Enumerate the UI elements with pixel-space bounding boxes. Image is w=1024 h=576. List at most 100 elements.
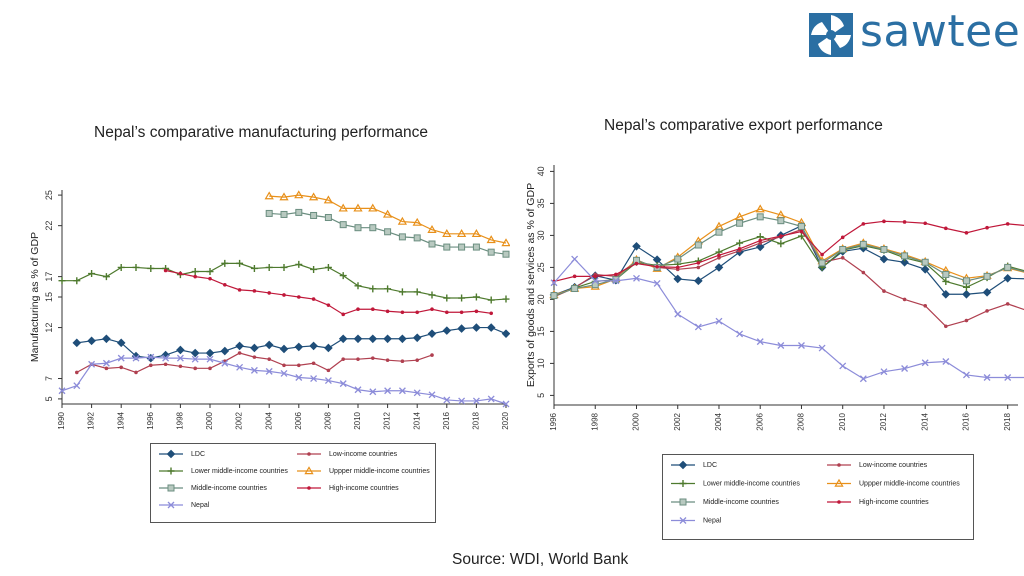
- data-point: [265, 263, 273, 271]
- data-point: [944, 324, 948, 329]
- data-point: [901, 365, 909, 372]
- data-point: [471, 229, 482, 238]
- data-point: [267, 291, 271, 295]
- y-axis-label: Exports of goods and services as % of GD…: [525, 183, 537, 387]
- data-point: [900, 257, 909, 267]
- data-point: [694, 241, 702, 249]
- x-tick-label: 2006: [755, 412, 764, 430]
- data-point: [486, 235, 496, 244]
- data-point: [489, 311, 494, 316]
- legend-label: Lower middle-income countries: [703, 480, 800, 487]
- data-point: [442, 326, 452, 335]
- data-point: [162, 354, 170, 362]
- data-point: [384, 228, 392, 236]
- data-point: [191, 268, 199, 276]
- x-tick-label: 2006: [294, 411, 303, 429]
- data-point: [308, 192, 319, 201]
- data-point: [369, 285, 377, 293]
- x-tick-label: 1992: [87, 411, 96, 429]
- data-point: [385, 358, 390, 362]
- series-lower-middle-income-countries: [550, 232, 1024, 300]
- y-tick-label: 25: [44, 190, 54, 200]
- legend-marker: [167, 484, 175, 492]
- data-point: [193, 366, 197, 371]
- data-point: [413, 288, 421, 296]
- data-point: [353, 334, 363, 344]
- data-point: [880, 368, 888, 376]
- x-tick-label: 2014: [412, 411, 421, 429]
- series-line: [553, 208, 1024, 296]
- data-point: [941, 289, 951, 299]
- data-point: [1005, 302, 1010, 306]
- data-point: [339, 221, 347, 229]
- data-point: [777, 217, 785, 225]
- y-tick-label: 12: [44, 323, 54, 333]
- data-point: [982, 288, 992, 297]
- data-point: [250, 366, 258, 374]
- data-point: [223, 282, 227, 287]
- data-point: [487, 296, 495, 304]
- legend-marker: [167, 501, 175, 509]
- data-point: [119, 365, 123, 370]
- data-point: [237, 288, 242, 292]
- x-tick-label: 1996: [549, 412, 558, 430]
- x-tick-label: 2010: [838, 412, 847, 430]
- data-point: [923, 221, 927, 226]
- data-point: [193, 274, 197, 279]
- series-high-income-countries: [163, 268, 494, 317]
- series-low-income-countries: [552, 227, 1024, 329]
- legend-item: Lower middle-income countries: [159, 467, 288, 475]
- data-point: [694, 276, 703, 286]
- data-point: [400, 310, 405, 315]
- y-tick-label: 17: [44, 272, 54, 282]
- data-point: [472, 397, 480, 405]
- data-point: [985, 225, 989, 230]
- series-low-income-countries: [75, 351, 434, 375]
- data-point: [279, 192, 289, 201]
- data-point: [265, 209, 273, 217]
- legend-item: Middle-income countries: [159, 484, 267, 492]
- data-point: [1003, 273, 1012, 283]
- data-point: [297, 295, 301, 299]
- data-point: [502, 295, 510, 303]
- data-point: [279, 344, 289, 354]
- data-point: [839, 362, 847, 370]
- legend-marker: [304, 466, 314, 475]
- data-point: [632, 241, 641, 251]
- series-nepal: [550, 255, 1024, 383]
- data-point: [235, 341, 244, 351]
- data-point: [840, 235, 845, 240]
- data-point: [356, 357, 360, 361]
- data-point: [428, 391, 436, 399]
- data-point: [149, 363, 153, 368]
- data-point: [221, 259, 229, 267]
- data-point: [280, 210, 288, 218]
- data-point: [715, 228, 723, 236]
- data-point: [58, 387, 66, 395]
- data-point: [88, 270, 96, 278]
- data-point: [861, 270, 866, 275]
- data-point: [818, 344, 826, 352]
- data-point: [633, 274, 640, 282]
- data-point: [132, 354, 140, 362]
- right-chart-title: Nepal’s comparative export performance: [604, 117, 883, 134]
- y-tick-label: 10: [536, 358, 546, 368]
- data-point: [985, 309, 989, 313]
- series-lower-middle-income-countries: [58, 259, 510, 304]
- x-tick-label: 2000: [632, 412, 641, 430]
- legend-label: High-income countries: [329, 485, 399, 492]
- left-chart-title: Nepal’s comparative manufacturing perfor…: [94, 124, 428, 141]
- series-line: [165, 269, 492, 315]
- x-tick-label: 2008: [797, 412, 806, 430]
- data-point: [501, 329, 511, 338]
- data-point: [443, 294, 451, 302]
- x-tick-label: 2016: [962, 412, 971, 430]
- legend-label: Nepal: [191, 502, 210, 509]
- data-point: [73, 382, 81, 390]
- data-point: [942, 358, 950, 365]
- data-point: [353, 203, 363, 212]
- export-legend: LDC Lower middle-income countries Middle-i…: [662, 454, 974, 540]
- legend-label: Middle-income countries: [191, 485, 267, 492]
- legend-label: Low-income countries: [859, 462, 928, 469]
- data-point: [942, 270, 950, 278]
